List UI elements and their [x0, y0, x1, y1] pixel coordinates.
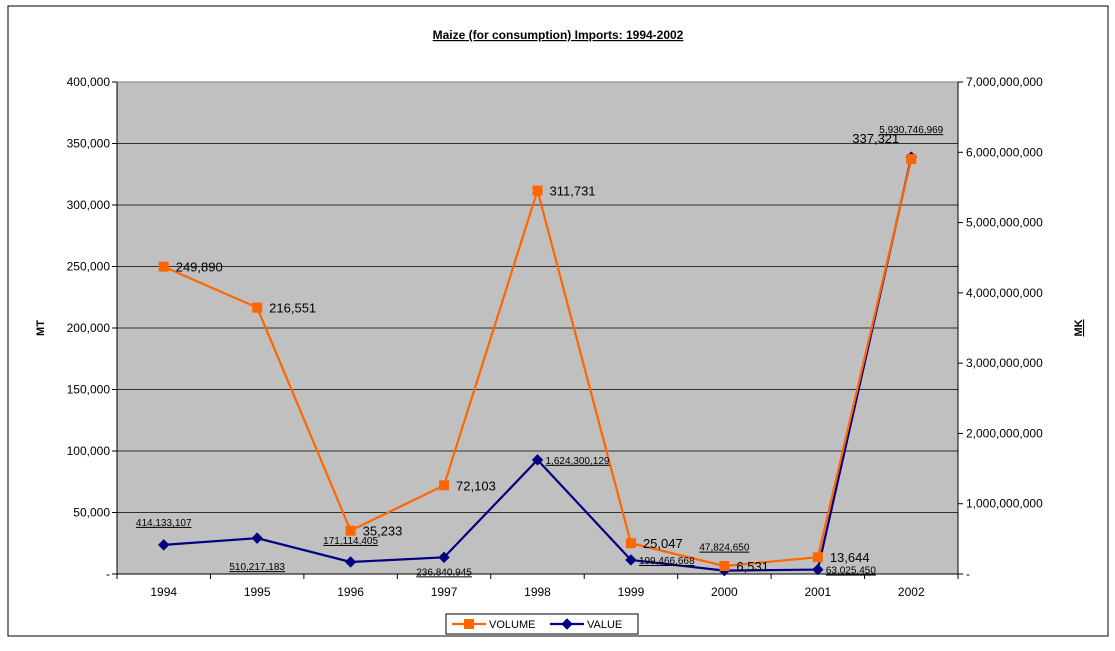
value-marker — [625, 554, 637, 566]
value-marker — [812, 563, 824, 576]
volume-data-label: 13,644 — [830, 550, 870, 565]
volume-marker — [158, 261, 169, 272]
data-labels: 249,890 216,551 35,233 72,103 311,731 25,047 6… — [136, 125, 944, 578]
value-data-label: 414,133,107 — [136, 518, 192, 529]
volume-data-label: 311,731 — [550, 184, 596, 199]
volume-data-label: 337,321 — [852, 131, 899, 146]
value-marker — [251, 532, 263, 544]
y-right-tick-label: 3,000,000,000 — [966, 356, 1043, 370]
y-right-tick-label: 7,000,000,000 — [966, 75, 1043, 89]
volume-data-label: 216,551 — [269, 301, 316, 316]
chart-title: Maize (for consumption) Imports: 1994-20… — [433, 28, 684, 42]
volume-marker — [439, 480, 450, 491]
value-data-label: 47,824,650 — [699, 543, 749, 554]
volume-data-label: 72,103 — [456, 478, 496, 493]
y-left-tick-label: 250,000 — [67, 260, 111, 274]
y-right-tick-label: 2,000,000,000 — [966, 426, 1043, 440]
value-marker — [531, 454, 544, 466]
legend-value-label: VALUE — [587, 619, 622, 631]
x-tick-label: 1999 — [618, 585, 645, 599]
volume-marker — [906, 154, 917, 165]
y-right-axis-title: MK — [1073, 319, 1085, 336]
y-right-tick-label: - — [966, 567, 970, 581]
volume-marker — [345, 525, 356, 536]
y-left-tick-label: - — [106, 567, 110, 581]
y-right-tick-label: 6,000,000,000 — [966, 145, 1043, 159]
volume-marker — [812, 552, 823, 563]
legend: VOLUME VALUE — [445, 613, 639, 635]
y-left-axis-title: MT — [35, 320, 47, 336]
x-tick-label: 1996 — [337, 585, 364, 599]
y-left-tick-label: 150,000 — [67, 383, 111, 397]
volume-marker — [719, 560, 730, 571]
volume-data-label: 25,047 — [643, 536, 683, 551]
value-marker — [158, 539, 170, 551]
y-right-tick-label: 5,000,000,000 — [966, 216, 1043, 230]
gridlines — [117, 143, 958, 513]
x-tick-label: 2002 — [898, 585, 925, 599]
x-tick-label: 1998 — [524, 585, 551, 599]
volume-marker — [532, 185, 543, 196]
x-tick-label: 2000 — [711, 585, 738, 599]
volume-data-label: 249,890 — [176, 260, 223, 275]
value-data-label: 63,025,450 — [826, 566, 876, 577]
series-markers — [158, 151, 917, 577]
x-tick-label: 2001 — [804, 585, 831, 599]
y-left-tick-label: 400,000 — [67, 75, 111, 89]
volume-marker — [625, 538, 636, 549]
value-data-label: 199,466,668 — [639, 556, 695, 567]
volume-marker — [252, 302, 263, 313]
value-marker — [438, 551, 450, 564]
volume-data-label: 6,531 — [736, 559, 769, 574]
y-left-tick-label: 200,000 — [67, 321, 111, 335]
value-marker — [344, 556, 357, 568]
value-data-label: 5,930,746,969 — [879, 125, 943, 136]
legend-volume-marker — [464, 619, 474, 629]
legend-box — [445, 613, 639, 635]
legend-volume-label: VOLUME — [489, 619, 535, 631]
volume-data-label: 35,233 — [363, 524, 403, 539]
x-tick-label: 1994 — [150, 585, 177, 599]
value-data-label: 510,217,183 — [229, 562, 285, 573]
value-data-label: 171,114,405 — [323, 536, 378, 547]
legend-value-marker — [561, 618, 573, 630]
x-tick-label: 1995 — [244, 585, 271, 599]
y-left-tick-label: 50,000 — [73, 506, 110, 520]
y-right-tick-label: 4,000,000,000 — [966, 286, 1043, 300]
value-data-label: 236,840,945 — [416, 567, 472, 578]
y-left-tick-label: 100,000 — [67, 444, 111, 458]
y-right-tick-label: 1,000,000,000 — [966, 497, 1043, 511]
y-left-tick-label: 300,000 — [67, 198, 111, 212]
value-data-label: 1,624,300,129 — [546, 456, 610, 467]
x-tick-label: 1997 — [431, 585, 458, 599]
axes: - 50,000 100,000 150,000 200,000 250,000 300,0… — [67, 75, 1043, 599]
y-left-tick-label: 350,000 — [67, 137, 111, 151]
